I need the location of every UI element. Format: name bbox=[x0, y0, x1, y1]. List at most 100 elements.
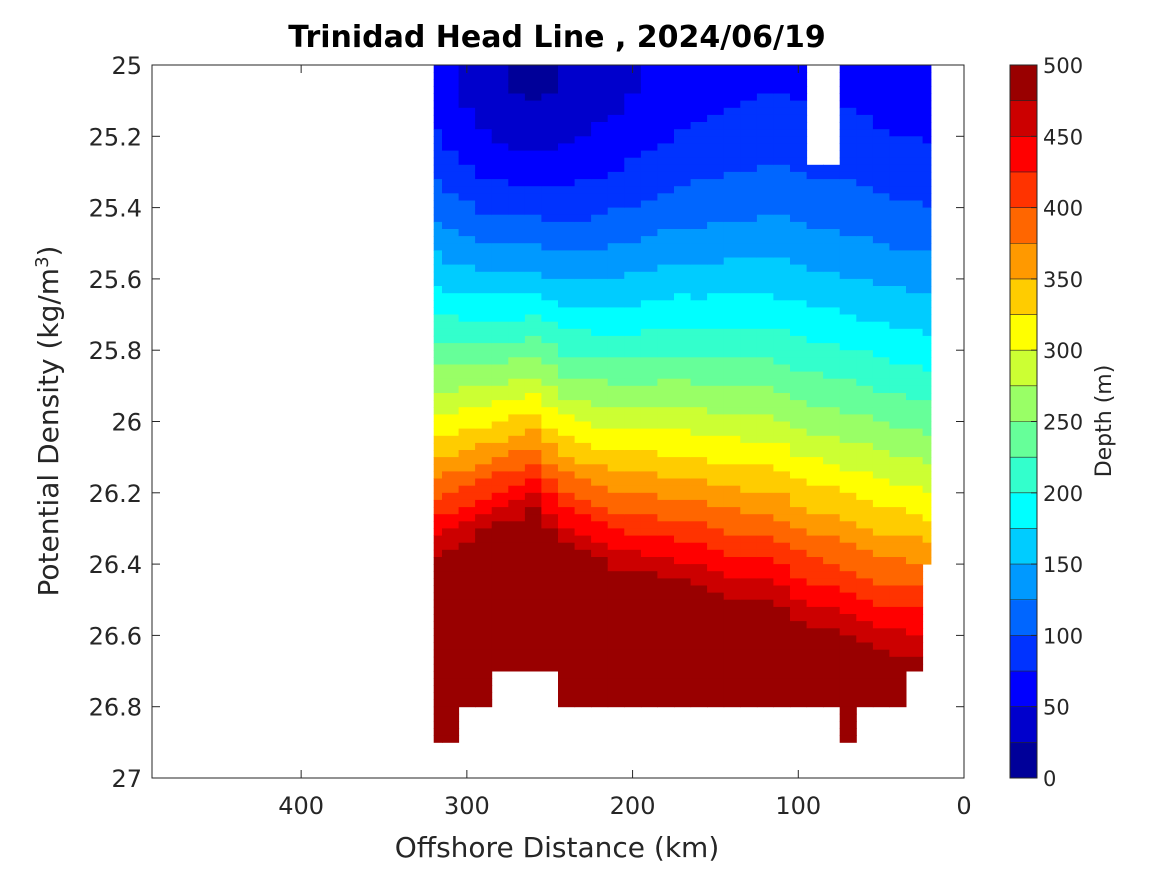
contour-cell bbox=[823, 343, 841, 351]
contour-cell bbox=[922, 499, 932, 508]
contour-cell bbox=[607, 371, 625, 380]
contour-cell bbox=[433, 685, 443, 693]
contour-cell bbox=[790, 428, 808, 437]
contour-cell bbox=[508, 321, 526, 330]
contour-cell bbox=[790, 229, 808, 237]
contour-cell bbox=[640, 286, 658, 294]
contour-cell bbox=[640, 171, 658, 180]
contour-cell bbox=[491, 86, 509, 94]
contour-cell bbox=[889, 535, 907, 544]
contour-cell bbox=[790, 157, 808, 166]
contour-cell bbox=[823, 428, 841, 437]
contour-cell bbox=[839, 122, 857, 130]
contour-cell bbox=[591, 557, 609, 565]
contour-cell bbox=[558, 471, 576, 479]
contour-cell bbox=[433, 557, 443, 565]
contour-cell bbox=[640, 514, 658, 522]
contour-cell bbox=[640, 685, 658, 693]
contour-cell bbox=[475, 150, 493, 159]
contour-cell bbox=[491, 286, 509, 294]
contour-cell bbox=[491, 521, 509, 529]
contour-cell bbox=[591, 143, 609, 151]
contour-cell bbox=[839, 671, 857, 679]
contour-cell bbox=[640, 343, 658, 351]
contour-cell bbox=[541, 314, 559, 323]
contour-cell bbox=[442, 93, 460, 102]
contour-cell bbox=[839, 286, 857, 294]
contour-cell bbox=[674, 642, 692, 651]
contour-cell bbox=[458, 286, 476, 294]
contour-cell bbox=[806, 193, 824, 201]
contour-cell bbox=[806, 557, 824, 565]
contour-cell bbox=[707, 614, 725, 622]
contour-cell bbox=[872, 514, 890, 522]
contour-cell bbox=[433, 564, 443, 572]
contour-cell bbox=[640, 592, 658, 601]
contour-cell bbox=[475, 221, 493, 230]
contour-cell bbox=[475, 678, 493, 686]
contour-cell bbox=[707, 492, 725, 501]
contour-cell bbox=[806, 335, 824, 344]
contour-cell bbox=[740, 685, 758, 693]
contour-cell bbox=[607, 293, 625, 301]
contour-cell bbox=[740, 671, 758, 679]
contour-cell bbox=[574, 599, 592, 608]
contour-cell bbox=[740, 428, 758, 437]
contour-cell bbox=[640, 136, 658, 144]
contour-cell bbox=[574, 542, 592, 551]
contour-cell bbox=[856, 507, 874, 515]
contour-cell bbox=[624, 471, 642, 479]
contour-cell bbox=[607, 407, 625, 415]
contour-cell bbox=[442, 107, 460, 116]
contour-cell bbox=[657, 471, 675, 479]
contour-cell bbox=[640, 557, 658, 565]
contour-cell bbox=[624, 293, 642, 301]
contour-cell bbox=[640, 293, 658, 301]
contour-cell bbox=[541, 457, 559, 465]
contour-cell bbox=[872, 528, 890, 536]
contour-cell bbox=[591, 699, 609, 708]
contour-cell bbox=[607, 100, 625, 109]
contour-cell bbox=[889, 656, 907, 665]
contour-cell bbox=[574, 335, 592, 344]
contour-cell bbox=[922, 79, 932, 87]
contour-cell bbox=[657, 663, 675, 672]
contour-cell bbox=[740, 364, 758, 373]
colorbar-tick-label: 50 bbox=[1043, 696, 1070, 720]
contour-cell bbox=[640, 521, 658, 529]
contour-cell bbox=[773, 236, 791, 244]
contour-cell bbox=[558, 421, 576, 430]
contour-cell bbox=[922, 300, 932, 308]
contour-cell bbox=[508, 450, 526, 458]
contour-cell bbox=[574, 571, 592, 579]
contour-cell bbox=[558, 442, 576, 451]
x-tick-label: 300 bbox=[444, 792, 490, 820]
contour-cell bbox=[889, 378, 907, 387]
contour-cell bbox=[839, 685, 857, 693]
contour-cell bbox=[524, 271, 542, 280]
contour-cell bbox=[442, 143, 460, 151]
contour-cell bbox=[458, 428, 476, 437]
contour-cell bbox=[442, 685, 460, 693]
contour-cell bbox=[558, 236, 576, 244]
contour-cell bbox=[889, 343, 907, 351]
contour-cell bbox=[823, 442, 841, 451]
contour-cell bbox=[475, 79, 493, 87]
y-axis-label-main: Potential Density (kg/m bbox=[32, 268, 65, 597]
contour-cell bbox=[839, 678, 857, 686]
contour-cell bbox=[541, 321, 559, 330]
contour-cell bbox=[508, 663, 526, 672]
contour-cell bbox=[872, 72, 890, 80]
x-tick-label: 400 bbox=[278, 792, 324, 820]
contour-cell bbox=[790, 621, 808, 629]
contour-cell bbox=[624, 400, 642, 408]
contour-cell bbox=[640, 164, 658, 173]
contour-cell bbox=[740, 621, 758, 629]
contour-cell bbox=[524, 164, 542, 173]
contour-cell bbox=[491, 107, 509, 116]
contour-cell bbox=[872, 692, 890, 700]
contour-cell bbox=[433, 150, 443, 159]
contour-cell bbox=[906, 300, 924, 308]
contour-cell bbox=[607, 692, 625, 700]
contour-cell bbox=[790, 335, 808, 344]
